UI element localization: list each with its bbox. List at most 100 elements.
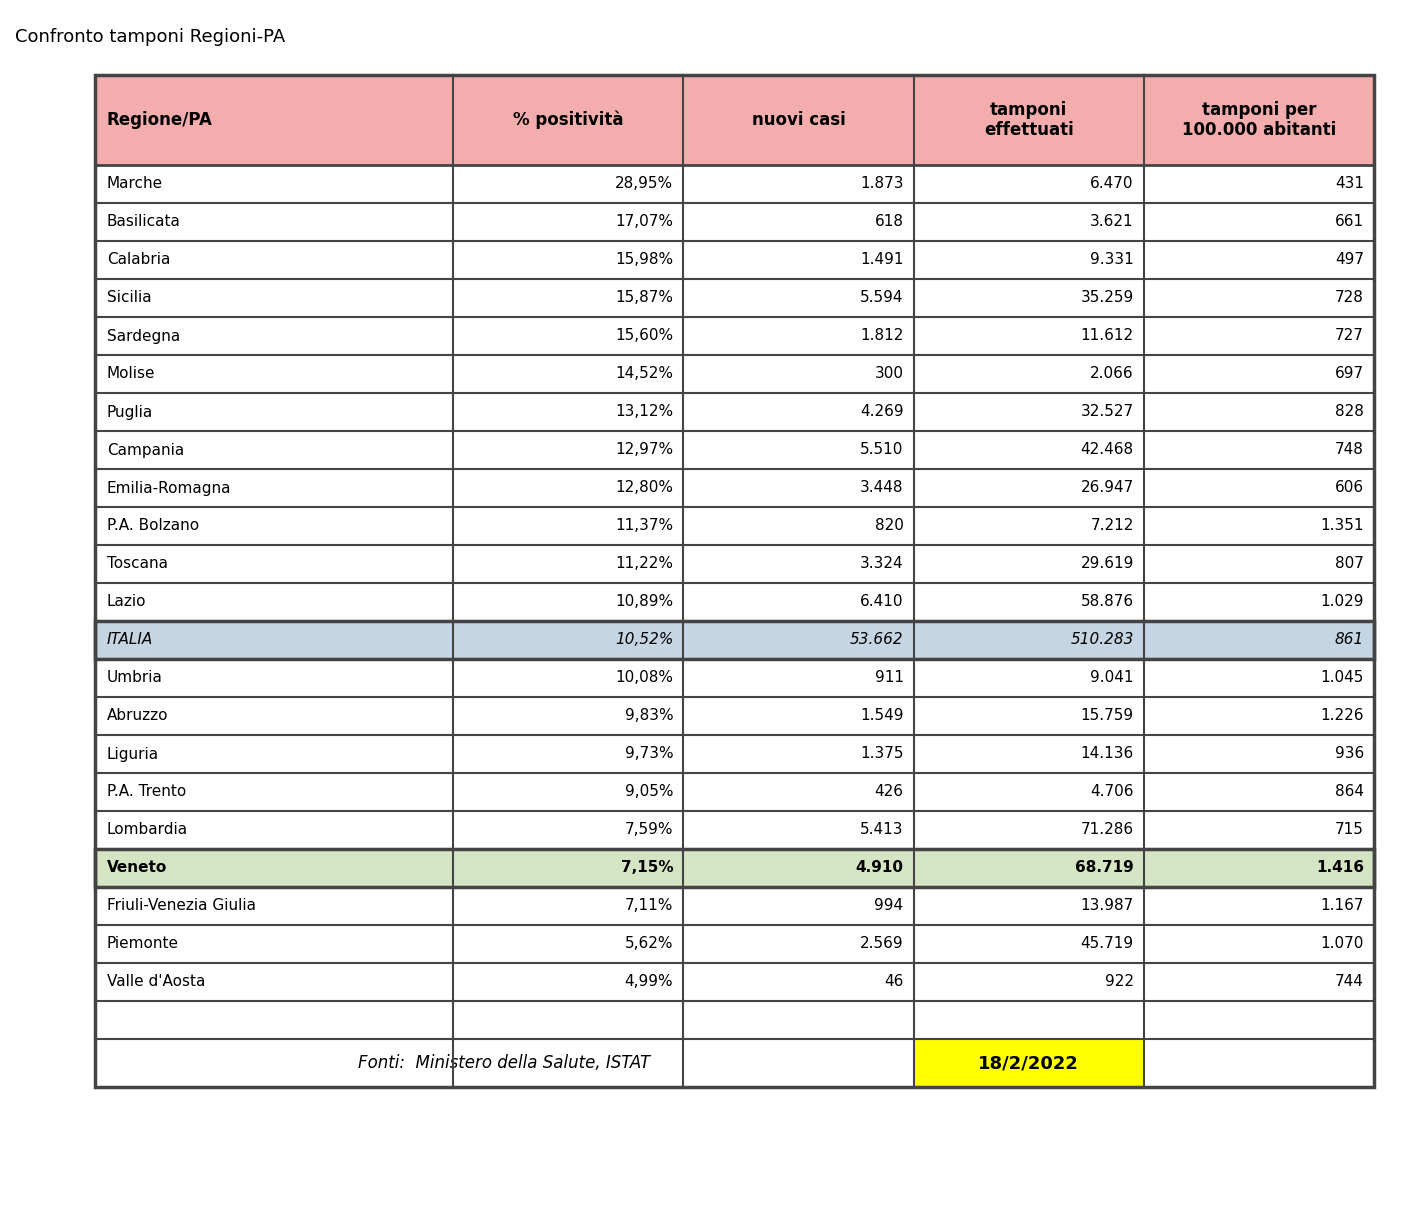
Text: 5.510: 5.510: [861, 443, 904, 457]
Bar: [684, 1001, 914, 1039]
Text: 1.070: 1.070: [1321, 937, 1365, 951]
Bar: [684, 849, 914, 887]
Bar: [684, 811, 914, 849]
Bar: [95, 849, 1375, 887]
Bar: [684, 393, 914, 431]
Bar: [453, 697, 684, 734]
Bar: [1144, 583, 1375, 621]
Text: 18/2/2022: 18/2/2022: [979, 1054, 1080, 1072]
Text: 15,60%: 15,60%: [615, 328, 674, 344]
Bar: [1144, 544, 1375, 583]
Text: 861: 861: [1335, 633, 1365, 647]
Bar: [95, 280, 453, 317]
Bar: [684, 583, 914, 621]
Bar: [95, 203, 453, 241]
Text: 4.269: 4.269: [859, 404, 904, 420]
Bar: [914, 887, 1144, 924]
Text: Abruzzo: Abruzzo: [107, 709, 168, 724]
Text: Liguria: Liguria: [107, 747, 159, 761]
Bar: [1144, 887, 1375, 924]
Bar: [914, 165, 1144, 203]
Text: Puglia: Puglia: [107, 404, 153, 420]
Text: 53.662: 53.662: [849, 633, 904, 647]
Text: 661: 661: [1335, 214, 1365, 230]
Bar: [914, 507, 1144, 544]
Bar: [684, 963, 914, 1001]
Bar: [453, 165, 684, 203]
Bar: [914, 75, 1144, 165]
Text: P.A. Trento: P.A. Trento: [107, 784, 187, 800]
Bar: [95, 773, 453, 811]
Bar: [914, 1001, 1144, 1039]
Bar: [684, 659, 914, 697]
Text: 32.527: 32.527: [1081, 404, 1134, 420]
Bar: [684, 773, 914, 811]
Bar: [453, 1039, 684, 1087]
Bar: [453, 203, 684, 241]
Text: 3.621: 3.621: [1090, 214, 1134, 230]
Text: Marche: Marche: [107, 177, 163, 191]
Bar: [1144, 1039, 1375, 1087]
Text: 510.283: 510.283: [1070, 633, 1134, 647]
Text: 6.410: 6.410: [861, 594, 904, 610]
Bar: [684, 203, 914, 241]
Text: 1.045: 1.045: [1321, 670, 1365, 686]
Text: 1.167: 1.167: [1321, 899, 1365, 914]
Text: 15.759: 15.759: [1081, 709, 1134, 724]
Text: Lombardia: Lombardia: [107, 823, 188, 837]
Bar: [453, 280, 684, 317]
Bar: [453, 963, 684, 1001]
Bar: [1144, 469, 1375, 507]
Text: 864: 864: [1335, 784, 1365, 800]
Bar: [1144, 280, 1375, 317]
Text: 46: 46: [885, 974, 904, 990]
Text: Regione/PA: Regione/PA: [107, 111, 213, 129]
Bar: [684, 621, 914, 659]
Text: Lazio: Lazio: [107, 594, 146, 610]
Bar: [453, 544, 684, 583]
Bar: [914, 1039, 1144, 1087]
Text: 426: 426: [875, 784, 904, 800]
Bar: [1144, 241, 1375, 280]
Text: 606: 606: [1335, 480, 1365, 496]
Bar: [1144, 773, 1375, 811]
Bar: [95, 431, 453, 469]
Text: Friuli-Venezia Giulia: Friuli-Venezia Giulia: [107, 899, 256, 914]
Text: 11,22%: 11,22%: [615, 557, 674, 571]
Text: P.A. Bolzano: P.A. Bolzano: [107, 519, 199, 534]
Bar: [684, 75, 914, 165]
Text: 431: 431: [1335, 177, 1365, 191]
Text: 4.910: 4.910: [855, 860, 904, 876]
Text: 12,80%: 12,80%: [615, 480, 674, 496]
Text: Basilicata: Basilicata: [107, 214, 181, 230]
Text: Fonti:  Ministero della Salute, ISTAT: Fonti: Ministero della Salute, ISTAT: [358, 1054, 650, 1072]
Bar: [684, 697, 914, 734]
Bar: [453, 621, 684, 659]
Text: 7,59%: 7,59%: [625, 823, 674, 837]
Bar: [1144, 1001, 1375, 1039]
Bar: [453, 1001, 684, 1039]
Text: 1.029: 1.029: [1321, 594, 1365, 610]
Bar: [95, 1039, 453, 1087]
Text: 994: 994: [875, 899, 904, 914]
Bar: [95, 849, 453, 887]
Text: 715: 715: [1335, 823, 1365, 837]
Bar: [684, 241, 914, 280]
Bar: [453, 773, 684, 811]
Bar: [914, 203, 1144, 241]
Text: 14.136: 14.136: [1081, 747, 1134, 761]
Text: 4,99%: 4,99%: [625, 974, 674, 990]
Bar: [95, 393, 453, 431]
Bar: [1144, 849, 1375, 887]
Bar: [95, 317, 453, 355]
Text: Toscana: Toscana: [107, 557, 168, 571]
Bar: [684, 431, 914, 469]
Bar: [95, 924, 453, 963]
Bar: [453, 734, 684, 773]
Bar: [453, 659, 684, 697]
Text: Umbria: Umbria: [107, 670, 163, 686]
Bar: [1144, 393, 1375, 431]
Text: 300: 300: [875, 367, 904, 381]
Text: 1.226: 1.226: [1321, 709, 1365, 724]
Bar: [95, 507, 453, 544]
